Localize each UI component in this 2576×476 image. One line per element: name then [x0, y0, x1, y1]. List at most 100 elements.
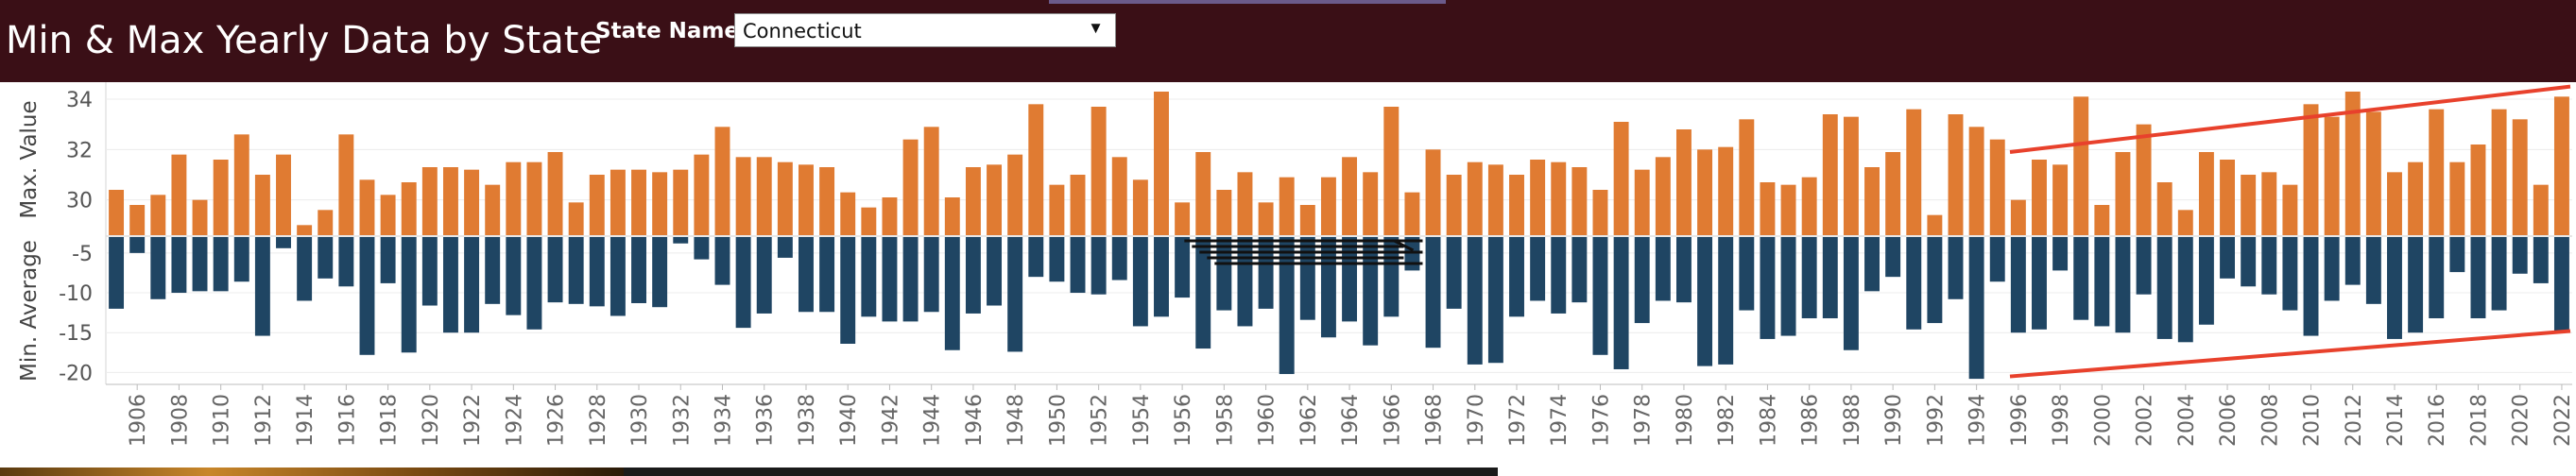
max-value-bar[interactable] — [1299, 205, 1315, 235]
state-name-dropdown[interactable]: Connecticut ▼ — [734, 13, 1116, 47]
max-value-bar[interactable] — [1613, 122, 1629, 235]
min-average-bar[interactable] — [1154, 237, 1169, 317]
min-average-bar[interactable] — [2470, 237, 2486, 319]
max-value-bar[interactable] — [1279, 177, 1295, 235]
max-value-bar[interactable] — [338, 134, 354, 235]
max-value-bar[interactable] — [1906, 109, 1922, 236]
min-average-bar[interactable] — [652, 237, 668, 308]
max-value-bar[interactable] — [673, 169, 689, 235]
min-average-bar[interactable] — [840, 237, 856, 344]
min-average-bar[interactable] — [1592, 237, 1608, 355]
min-average-bar[interactable] — [1446, 237, 1462, 309]
min-average-bar[interactable] — [109, 237, 125, 309]
min-average-bar[interactable] — [2553, 237, 2569, 333]
min-average-bar[interactable] — [1885, 237, 1901, 278]
min-average-bar[interactable] — [2491, 237, 2507, 311]
max-value-bar[interactable] — [652, 172, 668, 235]
max-value-bar[interactable] — [2324, 116, 2340, 235]
min-average-bar[interactable] — [799, 237, 814, 313]
max-value-bar[interactable] — [1864, 167, 1880, 235]
min-average-bar[interactable] — [213, 237, 229, 292]
min-average-bar[interactable] — [2303, 237, 2319, 336]
min-average-bar[interactable] — [464, 237, 480, 333]
min-average-bar[interactable] — [1299, 237, 1315, 320]
min-average-bar[interactable] — [631, 237, 646, 303]
max-value-bar[interactable] — [171, 154, 187, 235]
max-value-bar[interactable] — [1111, 157, 1127, 235]
max-value-bar[interactable] — [902, 139, 919, 235]
max-value-bar[interactable] — [2512, 119, 2528, 235]
min-average-bar[interactable] — [965, 237, 981, 314]
max-value-bar[interactable] — [1132, 179, 1148, 235]
max-value-bar[interactable] — [944, 197, 960, 235]
max-value-bar[interactable] — [2303, 104, 2319, 235]
min-average-bar[interactable] — [380, 237, 396, 283]
max-value-bar[interactable] — [1801, 177, 1817, 235]
min-average-bar[interactable] — [1822, 237, 1838, 319]
min-average-bar[interactable] — [171, 237, 187, 294]
min-average-bar[interactable] — [1007, 237, 1023, 352]
min-average-bar[interactable] — [2073, 237, 2089, 320]
min-average-bar[interactable] — [861, 237, 877, 317]
min-average-bar[interactable] — [2282, 237, 2298, 311]
min-average-bar[interactable] — [819, 237, 835, 313]
max-value-bar[interactable] — [297, 225, 313, 235]
max-value-bar[interactable] — [1007, 154, 1023, 235]
max-value-bar[interactable] — [233, 134, 249, 235]
max-value-bar[interactable] — [756, 157, 772, 235]
max-value-bar[interactable] — [882, 197, 898, 235]
min-average-bar[interactable] — [506, 237, 522, 315]
min-average-bar[interactable] — [1864, 237, 1880, 292]
chevron-down-icon[interactable]: ▼ — [1088, 19, 1104, 37]
min-average-bar[interactable] — [1216, 237, 1232, 311]
min-average-bar[interactable] — [902, 237, 919, 322]
min-average-bar[interactable] — [1132, 237, 1148, 327]
max-value-bar[interactable] — [1446, 175, 1462, 235]
max-value-bar[interactable] — [506, 162, 522, 235]
min-average-bar[interactable] — [359, 237, 375, 355]
max-value-bar[interactable] — [1091, 107, 1107, 235]
max-value-bar[interactable] — [2408, 162, 2424, 235]
min-average-bar[interactable] — [1530, 237, 1546, 301]
max-value-bar[interactable] — [1070, 175, 1086, 235]
min-average-bar[interactable] — [1383, 237, 1400, 317]
min-average-bar[interactable] — [2220, 237, 2236, 279]
min-average-bar[interactable] — [1571, 237, 1588, 303]
max-value-bar[interactable] — [2429, 109, 2445, 236]
min-average-bar[interactable] — [1279, 237, 1295, 375]
min-average-bar[interactable] — [714, 237, 730, 285]
max-value-bar[interactable] — [589, 175, 605, 235]
min-average-bar[interactable] — [2261, 237, 2277, 295]
min-average-bar[interactable] — [1342, 237, 1358, 322]
max-value-bar[interactable] — [923, 127, 939, 235]
min-average-bar[interactable] — [1739, 237, 1755, 311]
max-value-bar[interactable] — [1780, 184, 1796, 235]
min-average-bar[interactable] — [987, 237, 1003, 306]
min-average-bar[interactable] — [1760, 237, 1776, 339]
max-value-bar[interactable] — [213, 160, 229, 235]
min-average-bar[interactable] — [2177, 237, 2193, 343]
max-value-bar[interactable] — [1697, 149, 1713, 235]
max-value-bar[interactable] — [965, 167, 981, 235]
max-value-bar[interactable] — [1342, 157, 1358, 235]
max-value-bar[interactable] — [1739, 119, 1755, 235]
min-average-bar[interactable] — [1906, 237, 1922, 330]
min-average-bar[interactable] — [2094, 237, 2110, 327]
min-average-bar[interactable] — [1697, 237, 1713, 366]
max-value-bar[interactable] — [380, 195, 396, 235]
max-value-bar[interactable] — [359, 179, 375, 235]
max-value-bar[interactable] — [254, 175, 270, 235]
max-value-bar[interactable] — [421, 167, 438, 235]
max-value-bar[interactable] — [1195, 152, 1211, 235]
min-average-bar[interactable] — [254, 237, 270, 336]
max-value-bar[interactable] — [2220, 160, 2236, 235]
max-value-bar[interactable] — [2491, 109, 2507, 236]
min-average-bar[interactable] — [150, 237, 166, 299]
min-average-bar[interactable] — [338, 237, 354, 287]
min-average-bar[interactable] — [944, 237, 960, 350]
max-value-bar[interactable] — [1551, 162, 1567, 235]
min-average-bar[interactable] — [735, 237, 751, 329]
max-value-bar[interactable] — [547, 152, 563, 235]
max-value-bar[interactable] — [861, 207, 877, 235]
max-value-bar[interactable] — [2198, 152, 2214, 235]
